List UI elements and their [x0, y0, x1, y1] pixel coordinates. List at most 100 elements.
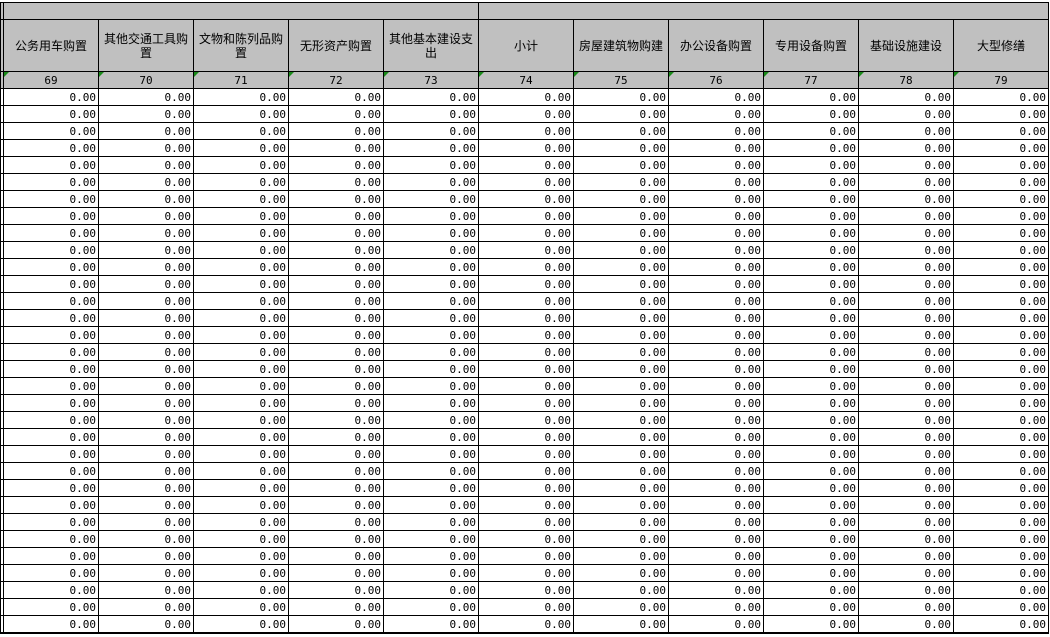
table-cell[interactable]: 0.00 [573, 479, 669, 497]
table-cell[interactable]: 0.00 [573, 428, 669, 446]
table-cell[interactable]: 0.00 [858, 156, 954, 174]
column-header[interactable]: 基础设施建设 [858, 19, 954, 72]
table-cell[interactable]: 0.00 [3, 445, 99, 463]
table-cell[interactable]: 0.00 [668, 122, 764, 140]
table-cell[interactable]: 0.00 [3, 343, 99, 361]
table-cell[interactable]: 0.00 [383, 122, 479, 140]
table-cell[interactable]: 0.00 [3, 377, 99, 395]
table-cell[interactable]: 0.00 [478, 241, 574, 259]
table-cell[interactable]: 0.00 [478, 445, 574, 463]
table-cell[interactable]: 0.00 [98, 581, 194, 599]
table-cell[interactable]: 0.00 [953, 394, 1049, 412]
table-cell[interactable]: 0.00 [953, 258, 1049, 276]
table-cell[interactable]: 0.00 [288, 547, 384, 565]
table-cell[interactable]: 0.00 [858, 207, 954, 225]
table-cell[interactable]: 0.00 [858, 258, 954, 276]
table-cell[interactable]: 0.00 [193, 479, 289, 497]
table-cell[interactable]: 0.00 [953, 156, 1049, 174]
table-cell[interactable]: 0.00 [858, 275, 954, 293]
table-cell[interactable]: 0.00 [478, 139, 574, 157]
table-cell[interactable]: 0.00 [288, 615, 384, 634]
table-cell[interactable]: 0.00 [3, 564, 99, 582]
table-cell[interactable]: 0.00 [3, 360, 99, 378]
table-cell[interactable]: 0.00 [763, 173, 859, 191]
table-cell[interactable]: 0.00 [383, 411, 479, 429]
table-cell[interactable]: 0.00 [98, 105, 194, 123]
table-cell[interactable]: 0.00 [763, 207, 859, 225]
table-cell[interactable]: 0.00 [98, 241, 194, 259]
table-cell[interactable]: 0.00 [3, 88, 99, 106]
table-cell[interactable]: 0.00 [383, 598, 479, 616]
table-cell[interactable]: 0.00 [193, 564, 289, 582]
table-cell[interactable]: 0.00 [763, 598, 859, 616]
table-cell[interactable]: 0.00 [3, 581, 99, 599]
table-cell[interactable]: 0.00 [288, 530, 384, 548]
table-cell[interactable]: 0.00 [668, 496, 764, 514]
table-cell[interactable]: 0.00 [858, 445, 954, 463]
table-cell[interactable]: 0.00 [288, 309, 384, 327]
table-cell[interactable]: 0.00 [668, 105, 764, 123]
table-cell[interactable]: 0.00 [288, 360, 384, 378]
table-cell[interactable]: 0.00 [478, 292, 574, 310]
table-cell[interactable]: 0.00 [193, 241, 289, 259]
table-cell[interactable]: 0.00 [193, 309, 289, 327]
table-cell[interactable]: 0.00 [573, 360, 669, 378]
table-cell[interactable]: 0.00 [288, 513, 384, 531]
table-cell[interactable]: 0.00 [288, 479, 384, 497]
table-cell[interactable]: 0.00 [953, 309, 1049, 327]
table-cell[interactable]: 0.00 [573, 598, 669, 616]
table-cell[interactable]: 0.00 [383, 513, 479, 531]
table-cell[interactable]: 0.00 [383, 241, 479, 259]
table-cell[interactable]: 0.00 [383, 139, 479, 157]
table-cell[interactable]: 0.00 [858, 496, 954, 514]
table-cell[interactable]: 0.00 [98, 190, 194, 208]
table-cell[interactable]: 0.00 [478, 156, 574, 174]
table-cell[interactable]: 0.00 [573, 156, 669, 174]
table-cell[interactable]: 0.00 [953, 547, 1049, 565]
table-cell[interactable]: 0.00 [288, 241, 384, 259]
table-cell[interactable]: 0.00 [478, 173, 574, 191]
column-header[interactable]: 公务用车购置 [3, 19, 99, 72]
table-cell[interactable]: 0.00 [573, 292, 669, 310]
table-cell[interactable]: 0.00 [858, 105, 954, 123]
table-cell[interactable]: 0.00 [193, 88, 289, 106]
table-cell[interactable]: 0.00 [763, 292, 859, 310]
table-cell[interactable]: 0.00 [3, 462, 99, 480]
table-cell[interactable]: 0.00 [668, 479, 764, 497]
table-cell[interactable]: 0.00 [953, 496, 1049, 514]
table-cell[interactable]: 0.00 [288, 428, 384, 446]
table-cell[interactable]: 0.00 [953, 343, 1049, 361]
column-header[interactable]: 文物和陈列品购置 [193, 19, 289, 72]
table-cell[interactable]: 0.00 [763, 190, 859, 208]
table-cell[interactable]: 0.00 [858, 309, 954, 327]
table-cell[interactable]: 0.00 [478, 394, 574, 412]
table-cell[interactable]: 0.00 [193, 173, 289, 191]
table-cell[interactable]: 0.00 [383, 547, 479, 565]
table-cell[interactable]: 0.00 [573, 241, 669, 259]
table-cell[interactable]: 0.00 [763, 530, 859, 548]
table-cell[interactable]: 0.00 [288, 343, 384, 361]
column-header[interactable]: 其他交通工具购置 [98, 19, 194, 72]
column-header[interactable]: 无形资产购置 [288, 19, 384, 72]
table-cell[interactable]: 0.00 [193, 462, 289, 480]
table-cell[interactable]: 0.00 [98, 615, 194, 634]
table-cell[interactable]: 0.00 [288, 411, 384, 429]
table-cell[interactable]: 0.00 [858, 122, 954, 140]
table-cell[interactable]: 0.00 [288, 581, 384, 599]
table-cell[interactable]: 0.00 [763, 496, 859, 514]
table-cell[interactable]: 0.00 [953, 139, 1049, 157]
column-index-cell[interactable]: 70 [98, 71, 194, 89]
table-cell[interactable]: 0.00 [288, 462, 384, 480]
table-cell[interactable]: 0.00 [193, 530, 289, 548]
column-index-cell[interactable]: 79 [953, 71, 1049, 89]
table-cell[interactable]: 0.00 [478, 547, 574, 565]
table-cell[interactable]: 0.00 [668, 530, 764, 548]
table-cell[interactable]: 0.00 [763, 564, 859, 582]
column-index-cell[interactable]: 72 [288, 71, 384, 89]
table-cell[interactable]: 0.00 [288, 275, 384, 293]
table-cell[interactable]: 0.00 [763, 241, 859, 259]
table-cell[interactable]: 0.00 [288, 207, 384, 225]
table-cell[interactable]: 0.00 [763, 139, 859, 157]
table-cell[interactable]: 0.00 [858, 241, 954, 259]
table-cell[interactable]: 0.00 [288, 258, 384, 276]
